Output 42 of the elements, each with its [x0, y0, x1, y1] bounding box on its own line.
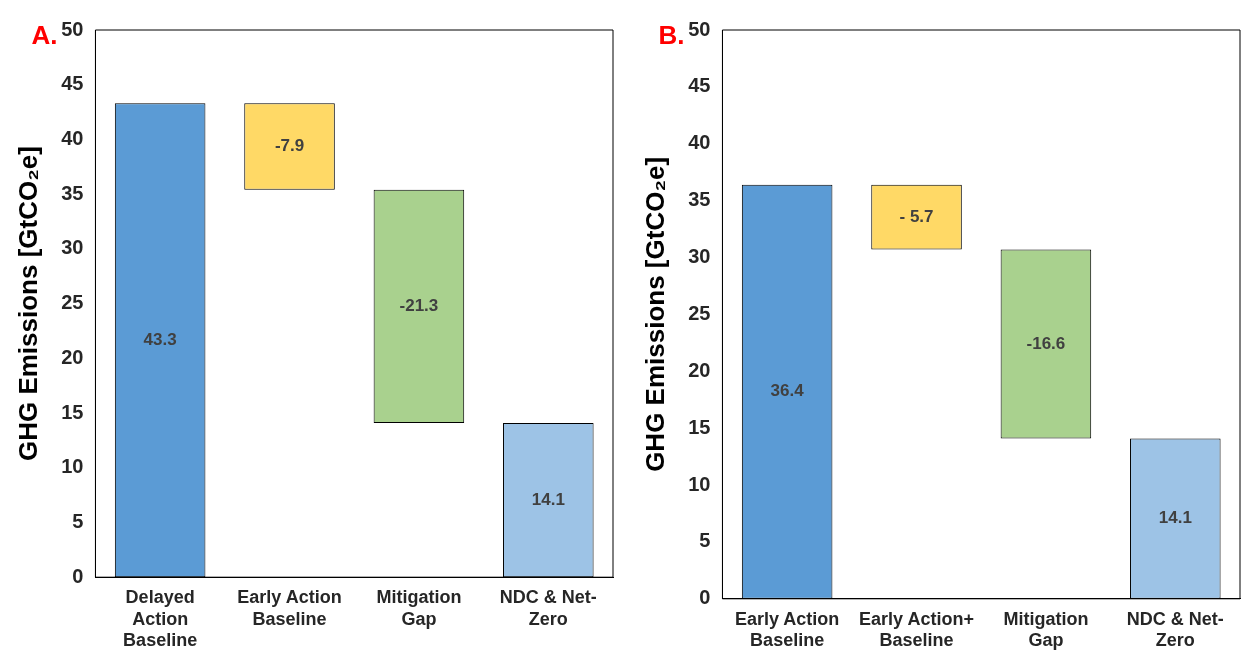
x-tick-label: Early Action Baseline [734, 608, 840, 651]
y-axis-title: GHG Emissions [GtCO₂e] [639, 156, 670, 472]
data-label: -21.3 [399, 296, 439, 316]
data-label: 14.1 [531, 489, 565, 509]
y-tick-label: 15 [61, 400, 84, 423]
x-tick-label: NDC & Net-Zero [1126, 608, 1224, 651]
x-tick-label: Delayed Action Baseline [123, 586, 198, 651]
y-axis-title: GHG Emissions [GtCO₂e] [12, 146, 43, 462]
data-label: 43.3 [143, 329, 177, 349]
y-tick-label: 45 [61, 72, 84, 95]
chart-title: A. [31, 20, 58, 51]
y-tick-label: 40 [688, 131, 711, 154]
chart-title: B. [658, 20, 685, 51]
x-tick-label: Early Action Baseline [237, 586, 342, 629]
y-tick-label: 35 [61, 181, 84, 204]
y-tick-label: 15 [688, 415, 711, 438]
y-tick-label: 45 [688, 74, 711, 97]
y-tick-label: 50 [61, 17, 84, 40]
data-label: -7.9 [274, 136, 305, 156]
data-label: 14.1 [1158, 508, 1192, 528]
y-tick-label: 20 [61, 345, 84, 368]
data-label: - 5.7 [899, 206, 934, 226]
y-tick-label: 35 [688, 188, 711, 211]
y-tick-label: 5 [72, 510, 84, 532]
x-tick-label: Early Action+ Baseline [859, 608, 974, 651]
y-tick-label: 0 [72, 564, 84, 587]
y-tick-label: 20 [688, 358, 711, 381]
y-tick-label: 10 [61, 455, 84, 478]
y-tick-label: 30 [61, 236, 84, 259]
data-label: 36.4 [770, 381, 805, 401]
data-label: -16.6 [1026, 333, 1066, 353]
x-tick-label: NDC & Net-Zero [499, 586, 597, 629]
y-tick-label: 30 [688, 245, 711, 268]
y-tick-label: 0 [699, 586, 711, 609]
y-tick-label: 25 [61, 291, 84, 314]
x-tick-label: Mitigation Gap [376, 586, 462, 629]
y-tick-label: 5 [699, 529, 711, 552]
y-tick-label: 50 [688, 17, 711, 40]
y-tick-label: 10 [688, 472, 711, 495]
x-tick-label: Mitigation Gap [1003, 608, 1089, 651]
y-tick-label: 40 [61, 126, 84, 149]
y-tick-label: 25 [688, 301, 711, 324]
